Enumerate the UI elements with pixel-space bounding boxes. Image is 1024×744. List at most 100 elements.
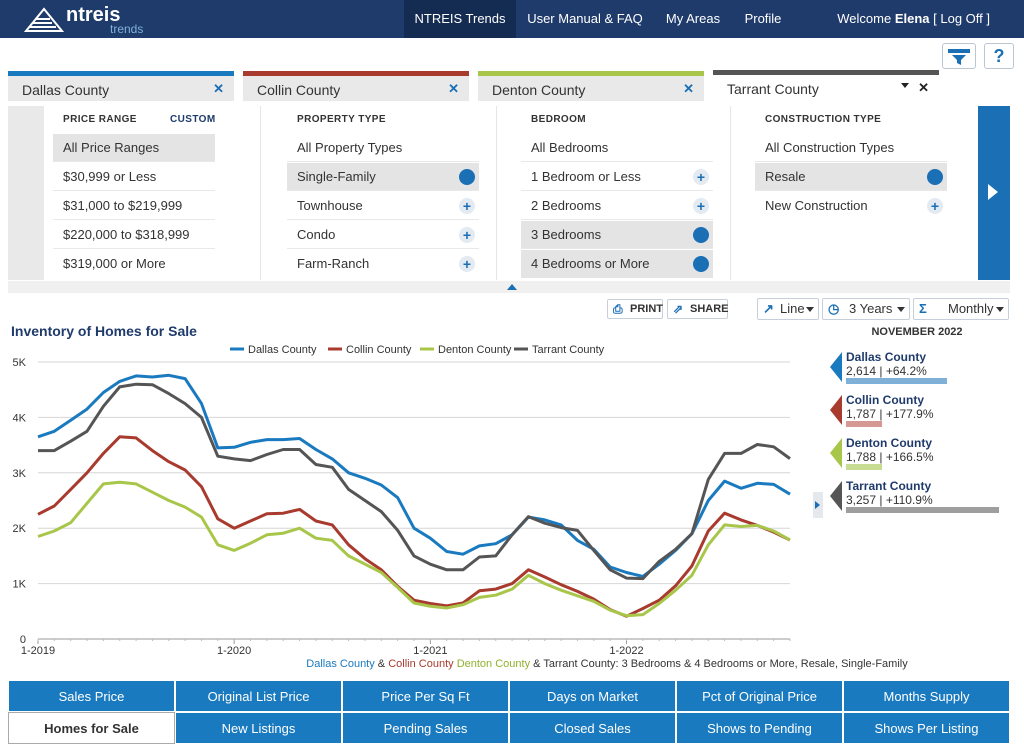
summary-name: Tarrant County xyxy=(846,479,932,493)
option-label: 2 Bedrooms xyxy=(531,198,602,213)
tab-dallas-county[interactable]: Dallas County ✕ xyxy=(8,71,234,101)
plus-icon[interactable]: + xyxy=(693,198,709,214)
chart-type-dropdown[interactable]: ↗ Line xyxy=(757,298,819,320)
property-option[interactable]: Single-Family xyxy=(287,163,479,191)
option-label: Condo xyxy=(297,227,336,242)
summary-item-dallas[interactable]: Dallas County 2,614 | +64.2% xyxy=(830,350,1010,392)
nav-my-areas[interactable]: My Areas xyxy=(665,11,721,26)
tab-label: Dallas County xyxy=(22,82,110,98)
price-option[interactable]: $30,999 or Less xyxy=(53,163,215,191)
price-option[interactable]: $31,000 to $219,999 xyxy=(53,192,215,220)
summary-toggle[interactable] xyxy=(813,492,823,518)
summary-bar xyxy=(846,464,882,470)
property-option[interactable]: Townhouse + xyxy=(287,192,479,220)
price-option[interactable]: $319,000 or More xyxy=(63,256,166,271)
summary-item-tarrant[interactable]: Tarrant County 3,257 | +110.9% xyxy=(830,479,1010,521)
selected-dot-icon[interactable] xyxy=(693,227,709,243)
bedroom-option[interactable]: 4 Bedrooms or More xyxy=(521,250,713,278)
chevron-down-icon[interactable] xyxy=(901,83,909,88)
plus-icon[interactable]: + xyxy=(459,256,475,272)
share-button[interactable]: ⇗ SHARE xyxy=(667,299,729,319)
property-option[interactable]: Farm-Ranch + xyxy=(287,250,479,278)
price-option[interactable]: All Price Ranges xyxy=(53,134,215,162)
construction-option[interactable]: New Construction + xyxy=(755,192,947,220)
filters-left-scroll[interactable] xyxy=(8,106,44,280)
close-icon[interactable]: ✕ xyxy=(448,81,459,96)
filters-next-button[interactable] xyxy=(978,106,1010,280)
bedroom-option[interactable]: 2 Bedrooms + xyxy=(521,192,713,220)
selected-dot-icon[interactable] xyxy=(693,256,709,272)
line-chart-icon: ↗ xyxy=(763,301,774,316)
logo-text: ntreis xyxy=(66,4,120,26)
option-label: 1 Bedroom or Less xyxy=(531,169,641,184)
footnote-dallas: Dallas County xyxy=(306,658,375,670)
metric-tab-price-per-sq-ft[interactable]: Price Per Sq Ft xyxy=(342,680,509,712)
close-icon[interactable]: ✕ xyxy=(213,81,224,96)
metric-tab-shows-to-pending[interactable]: Shows to Pending xyxy=(676,712,843,744)
metric-tab-new-listings[interactable]: New Listings xyxy=(175,712,342,744)
summary-value: 2,614 | +64.2% xyxy=(846,364,927,378)
series-line-denton-county xyxy=(37,480,791,618)
series-line-tarrant-county xyxy=(38,382,791,581)
plus-icon[interactable]: + xyxy=(459,198,475,214)
tab-denton-county[interactable]: Denton County ✕ xyxy=(478,71,704,101)
close-icon[interactable]: ✕ xyxy=(683,81,694,96)
metric-tab-closed-sales[interactable]: Closed Sales xyxy=(509,712,676,744)
tab-tarrant-county[interactable]: Tarrant County ✕ xyxy=(713,70,939,102)
property-option[interactable]: All Property Types xyxy=(287,134,479,162)
custom-price-link[interactable]: CUSTOM xyxy=(170,114,216,125)
close-icon[interactable]: ✕ xyxy=(918,80,929,95)
ntreis-trends-logo[interactable]: ntreis trends xyxy=(22,3,162,36)
metric-tab-pending-sales[interactable]: Pending Sales xyxy=(342,712,509,744)
chart-type-value: Line xyxy=(780,301,805,316)
selected-dot-icon[interactable] xyxy=(927,169,943,185)
help-button[interactable]: ? xyxy=(984,43,1014,69)
metric-tab-shows-per-listing[interactable]: Shows Per Listing xyxy=(843,712,1010,744)
construction-option[interactable]: Resale xyxy=(755,163,947,191)
metric-tab-sales-price[interactable]: Sales Price xyxy=(8,680,175,712)
summary-name: Denton County xyxy=(846,436,932,450)
tab-collin-county[interactable]: Collin County ✕ xyxy=(243,71,469,101)
construction-option[interactable]: All Construction Types xyxy=(755,134,947,162)
x-tick-label: 1-2022 xyxy=(609,645,643,657)
summary-item-denton[interactable]: Denton County 1,788 | +166.5% xyxy=(830,436,1010,478)
nav-profile[interactable]: Profile xyxy=(744,11,782,26)
footnote-criteria: : 3 Bedrooms & 4 Bedrooms or More, Resal… xyxy=(615,658,908,670)
plus-icon[interactable]: + xyxy=(927,198,943,214)
filters-collapse-handle[interactable] xyxy=(8,281,1010,293)
metric-tab-pct-of-original-price[interactable]: Pct of Original Price xyxy=(676,680,843,712)
bedroom-option[interactable]: All Bedrooms xyxy=(521,134,713,162)
print-label: PRINT xyxy=(630,303,663,315)
legend-label: Tarrant County xyxy=(532,344,605,356)
bedroom-option[interactable]: 1 Bedroom or Less + xyxy=(521,163,713,191)
sum-icon: Σ xyxy=(919,301,927,316)
selected-dot-icon[interactable] xyxy=(459,169,475,185)
period-dropdown[interactable]: ◷ 3 Years xyxy=(822,298,910,320)
print-button[interactable]: ⎙ PRINT xyxy=(607,299,663,319)
metric-tab-days-on-market[interactable]: Days on Market xyxy=(509,680,676,712)
plus-icon[interactable]: + xyxy=(459,227,475,243)
logout-link[interactable]: [ Log Off ] xyxy=(933,11,990,26)
filter-toggle-button[interactable] xyxy=(942,43,976,69)
property-option[interactable]: Condo + xyxy=(287,221,479,249)
share-label: SHARE xyxy=(690,303,729,315)
summary-item-collin[interactable]: Collin County 1,787 | +177.9% xyxy=(830,393,1010,435)
metric-tab-months-supply[interactable]: Months Supply xyxy=(843,680,1010,712)
share-icon: ⇗ xyxy=(673,302,684,316)
nav-ntreis-trends[interactable]: NTREIS Trends xyxy=(404,0,516,38)
metric-tab-homes-for-sale[interactable]: Homes for Sale xyxy=(8,712,175,744)
tab-color-bar xyxy=(243,71,469,76)
nav-user-manual[interactable]: User Manual & FAQ xyxy=(527,11,643,26)
metric-tab-original-list-price[interactable]: Original List Price xyxy=(175,680,342,712)
plus-icon[interactable]: + xyxy=(693,169,709,185)
price-option[interactable]: $220,000 to $318,999 xyxy=(53,221,215,249)
top-navigation-bar: ntreis trends NTREIS Trends User Manual … xyxy=(0,0,1024,38)
column-divider xyxy=(496,106,497,280)
bedroom-option[interactable]: 3 Bedrooms xyxy=(521,221,713,249)
option-label: All Construction Types xyxy=(765,140,895,155)
chevron-down-icon xyxy=(897,307,905,312)
summary-bar xyxy=(846,421,882,427)
interval-dropdown[interactable]: Σ Monthly xyxy=(913,298,1009,320)
x-tick-label: 1-2021 xyxy=(413,645,447,657)
option-label: Farm-Ranch xyxy=(297,256,370,271)
